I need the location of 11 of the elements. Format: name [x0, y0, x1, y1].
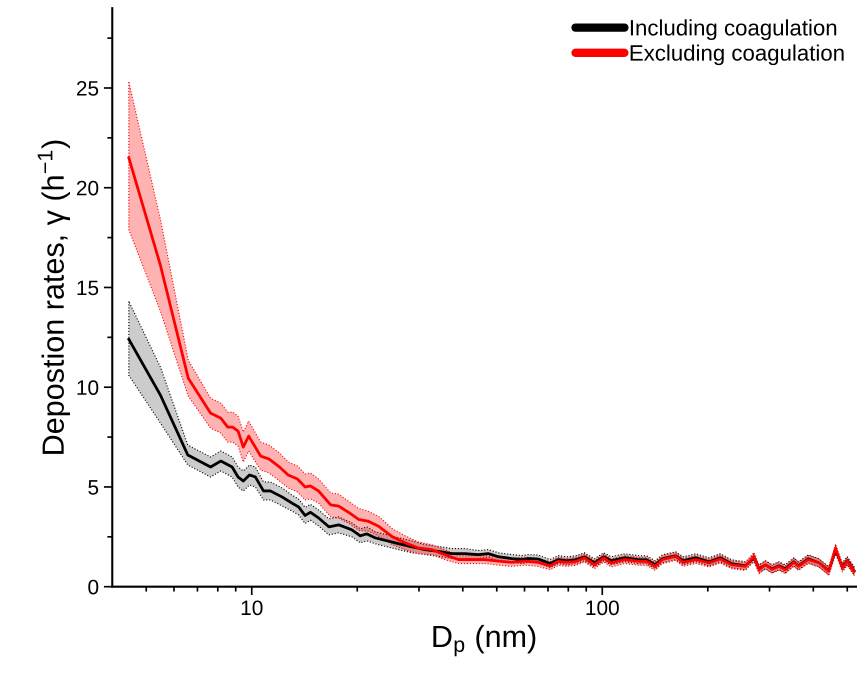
y-tick-label: 20 [76, 180, 98, 196]
y-tick-label: 0 [88, 580, 98, 594]
y-tick-label: 15 [77, 280, 98, 296]
legend-label: Excluding coagulation [630, 44, 844, 66]
y-tick-label: 10 [77, 380, 98, 395]
y-axis-title: Depostion rates, γ (h$^{−1}$) [38, 140, 70, 454]
y-tick-label: 25 [76, 80, 98, 96]
x-tick-label: 100 [586, 600, 619, 616]
x-axis-title: D$_{p}$ (nm) [433, 624, 536, 656]
y-tick-label: 5 [88, 480, 98, 495]
legend-label: Including coagulation [630, 19, 836, 40]
